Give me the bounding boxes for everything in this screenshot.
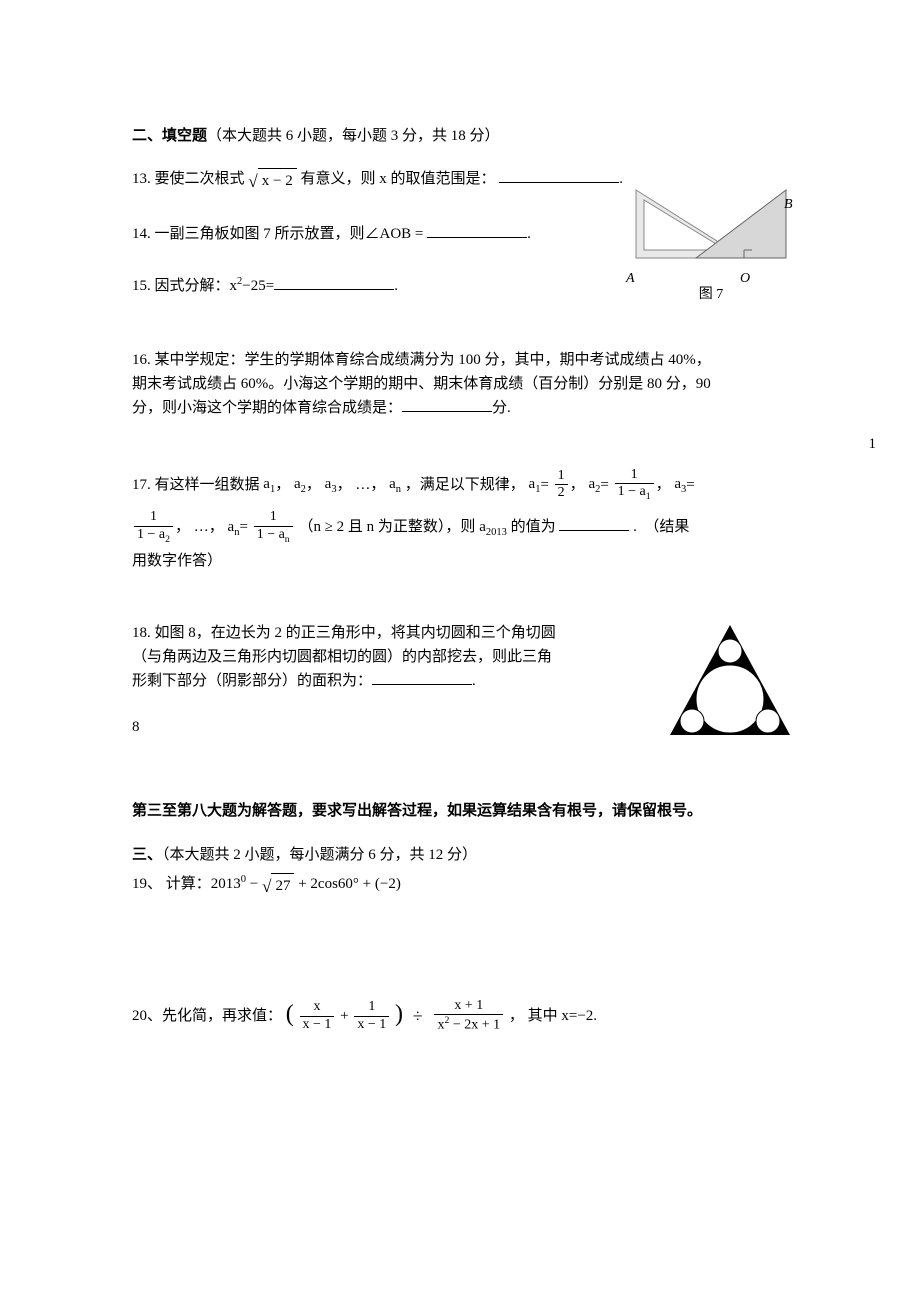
lparen-icon: ( [286, 1001, 294, 1027]
q20-plus: + [340, 1008, 352, 1024]
q17-a1: a1 [263, 476, 275, 492]
q19-tail: + 2cos60° + (−2) [298, 876, 401, 892]
q16-line3-before: 分，则小海这个学期的体育综合成绩是： [132, 400, 402, 416]
q20-frac2: 1x − 1 [354, 1000, 389, 1032]
q17-frac-an: 11 − an [254, 510, 293, 545]
q15-blank [274, 274, 394, 290]
q16-line3: 分，则小海这个学期的体育综合成绩是： 分. [132, 396, 788, 420]
q18-line3-before: 形剩下部分（阴影部分）的面积为： [132, 673, 372, 689]
q18-period: . [472, 673, 476, 689]
q17-frac-a1: 11 − a1 [615, 468, 654, 503]
q14-blank [427, 222, 527, 238]
q20-frac3: x + 1 x2 − 2x + 1 [434, 999, 503, 1034]
page: 二、填空题（本大题共 6 小题，每小题 3 分，共 18 分） 13. 要使二次… [0, 0, 920, 1302]
q18-line2: （与角两边及三角形内切圆都相切的圆）的内部挖去，则此三角 [132, 645, 622, 669]
q19: 19、 计算：20130 − √27 + 2cos60° + (−2) [132, 871, 788, 899]
q20-prefix: 20、先化简，再求值： [132, 1008, 282, 1024]
q18-line1: 18. 如图 8，在边长为 2 的正三角形中，将其内切圆和三个角切圆 [132, 621, 622, 645]
figure-8 [664, 621, 796, 751]
q17-a2eq: a2 [588, 476, 600, 492]
rparen-icon: ) [395, 1001, 403, 1027]
section3-heading-rest: （本大题共 2 小题，每小题满分 6 分，共 12 分） [162, 847, 477, 863]
surd-symbol-2: √ [262, 873, 271, 901]
q18: 18. 如图 8，在边长为 2 的正三角形中，将其内切圆和三个角切圆 （与角两边… [132, 621, 788, 739]
q17-line2: 11 − a2， …， an= 11 − an （n ≥ 2 且 n 为正整数）… [132, 510, 788, 545]
margin-page-number: 1 [869, 432, 877, 456]
q17-an: an [389, 476, 401, 492]
section2-heading-rest: （本大题共 6 小题，每小题 3 分，共 18 分） [207, 128, 500, 144]
q16-line1: 16. 某中学规定：学生的学期体育综合成绩满分为 100 分，其中，期中考试成绩… [132, 348, 788, 372]
q19-minus: − [246, 876, 262, 892]
q15-text: 15. 因式分解：x [132, 278, 237, 294]
q16-line2: 期末考试成绩占 60%。小海这个学期的期中、期末体育成绩（百分制）分别是 80 … [132, 372, 788, 396]
q16-blank [402, 396, 492, 412]
division-icon: ÷ [413, 1006, 423, 1026]
triangle-set-squares-icon [626, 184, 796, 272]
q18-text: 18. 如图 8，在边长为 2 的正三角形中，将其内切圆和三个角切圆 （与角两边… [132, 621, 622, 693]
q13-blank [499, 167, 619, 183]
q16-line3-after: 分. [492, 400, 511, 416]
q17-a3eq: a3 [674, 476, 686, 492]
q14-text-wrap: 14. 一副三角板如图 7 所示放置，则∠AOB = . [132, 222, 602, 246]
q17-line3: 用数字作答） [132, 549, 788, 573]
triangle-circles-icon [664, 621, 796, 743]
q17-prefix: 17. 有这样一组数据 [132, 476, 260, 492]
q17-half: 12 [555, 469, 568, 501]
section2-heading-bold: 二、填空题 [132, 128, 207, 144]
q20-frac1: xx − 1 [300, 1000, 335, 1032]
q17-a2: a2 [294, 476, 306, 492]
q20-tail: ， 其中 x=−2. [509, 1008, 597, 1024]
q19-prefix: 19、 计算：2013 [132, 876, 241, 892]
q14-period: . [527, 226, 531, 242]
q19-radicand: 27 [271, 873, 294, 898]
q17-line1: 17. 有这样一组数据 a1， a2， a3， …， an ，满足以下规律， a… [132, 468, 788, 503]
surd-symbol: √ [248, 168, 257, 196]
q17: 17. 有这样一组数据 a1， a2， a3， …， an ，满足以下规律， a… [132, 468, 788, 574]
q13-suffix: 有意义，则 x 的取值范围是： [300, 171, 495, 187]
q18-line3: 形剩下部分（阴影部分）的面积为：. [132, 669, 622, 693]
section3-heading: 三、（本大题共 2 小题，每小题满分 6 分，共 12 分） [132, 843, 788, 867]
q15: 15. 因式分解：x2−25=. [132, 274, 788, 298]
q16: 16. 某中学规定：学生的学期体育综合成绩满分为 100 分，其中，期中考试成绩… [132, 348, 788, 420]
section3-heading-bold: 三、 [132, 847, 162, 863]
section2-heading: 二、填空题（本大题共 6 小题，每小题 3 分，共 18 分） [132, 124, 788, 148]
q15-period: . [394, 278, 398, 294]
q18-blank [372, 669, 472, 685]
q14: 14. 一副三角板如图 7 所示放置，则∠AOB = . A B O 图 7 [132, 222, 788, 246]
q17-frac-a2: 11 − a2 [134, 510, 173, 545]
q13-prefix: 13. 要使二次根式 [132, 171, 245, 187]
section-note: 第三至第八大题为解答题，要求写出解答过程，如果运算结果含有根号，请保留根号。 [132, 799, 788, 823]
q20: 20、先化简，再求值： ( xx − 1 + 1x − 1 ) ÷ x + 1 … [132, 999, 788, 1034]
q17-a1eq: a1 [529, 476, 541, 492]
q17-a2013: a2013 [479, 519, 507, 535]
sqrt-27-icon: √27 [262, 871, 294, 899]
q17-blank [559, 515, 629, 531]
sqrt-icon: √x − 2 [248, 166, 296, 194]
q13-period: . [619, 171, 623, 187]
q14-text: 14. 一副三角板如图 7 所示放置，则∠AOB = [132, 226, 423, 242]
q13-radicand: x − 2 [258, 168, 297, 193]
q17-a3: a3 [325, 476, 337, 492]
fig7-label-B: B [784, 194, 793, 216]
q15-after: −25= [242, 278, 274, 294]
q17-aneq: an [228, 519, 240, 535]
